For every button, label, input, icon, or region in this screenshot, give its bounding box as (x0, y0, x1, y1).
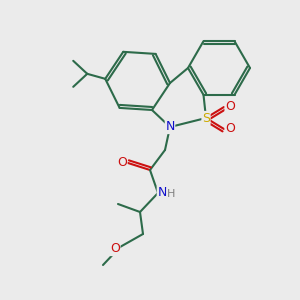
Text: N: N (165, 121, 175, 134)
Text: N: N (157, 187, 167, 200)
Text: O: O (117, 157, 127, 169)
Text: H: H (167, 189, 175, 199)
Text: O: O (225, 100, 235, 113)
Text: O: O (110, 242, 120, 256)
Text: O: O (225, 122, 235, 136)
Text: S: S (202, 112, 210, 124)
